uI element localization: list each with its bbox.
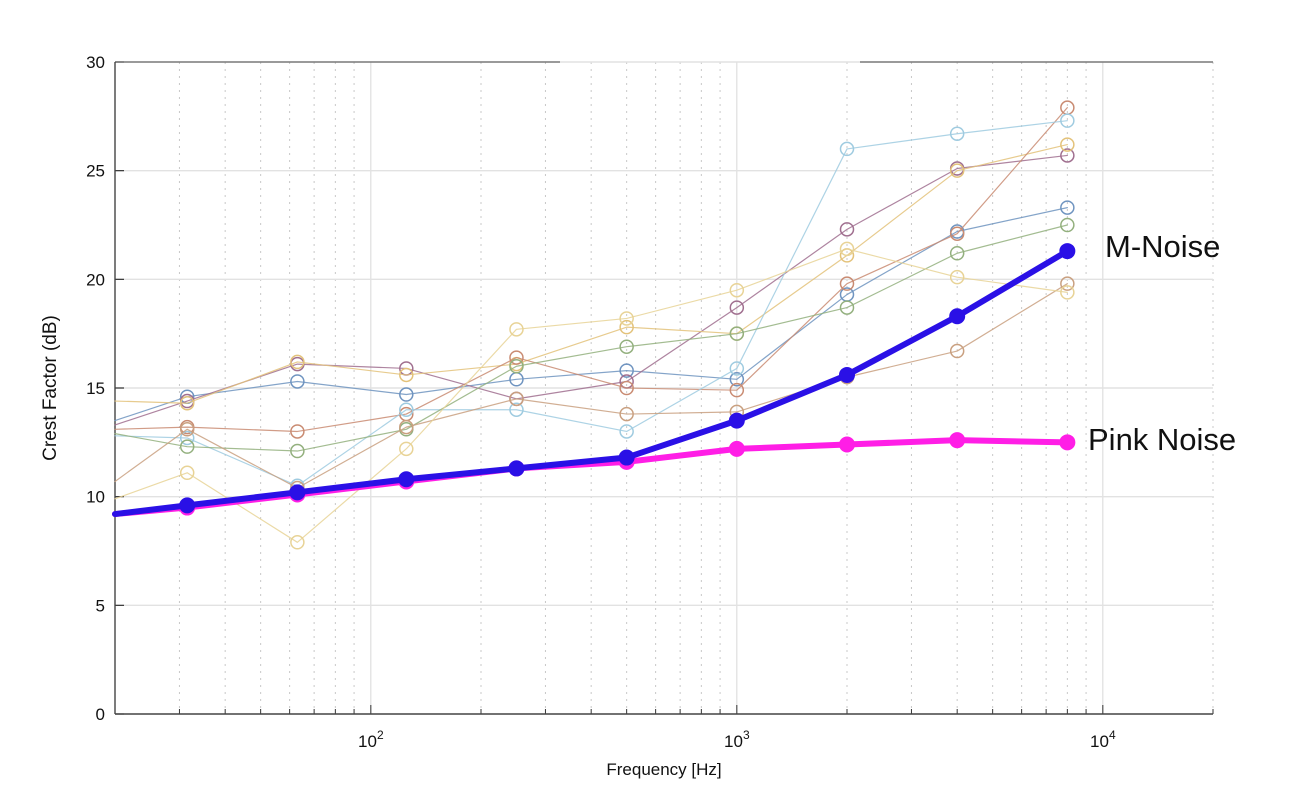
- series-layer: [112, 100, 1076, 550]
- data-point: [1060, 285, 1075, 300]
- series-program-c: [114, 137, 1075, 411]
- grid: [114, 61, 1214, 714]
- data-point: [839, 300, 855, 315]
- series-program-h: [114, 241, 1075, 550]
- data-point: [509, 402, 524, 417]
- series-line: [112, 248, 1071, 518]
- y-axis-title: Crest Factor (dB): [40, 315, 61, 461]
- data-point: [179, 422, 195, 437]
- y-tick-label: 20: [86, 270, 105, 289]
- data-point: [949, 269, 965, 285]
- data-point: [290, 443, 305, 459]
- data-point: [290, 374, 305, 389]
- data-point: [399, 419, 414, 435]
- series-pink-noise: [112, 432, 1076, 518]
- data-point: [839, 276, 855, 291]
- data-point: [509, 391, 524, 407]
- y-tick-label: 10: [86, 488, 105, 507]
- data-point: [1060, 148, 1075, 163]
- series-line: [114, 107, 1068, 433]
- series-line: [114, 120, 1068, 487]
- data-point: [839, 222, 855, 237]
- data-point: [179, 465, 195, 481]
- data-point: [949, 163, 965, 178]
- axes: 0 5 10 15 20 25 30 102 103 104: [86, 53, 1214, 751]
- data-point: [949, 126, 965, 141]
- data-point: [729, 326, 745, 341]
- series-line: [114, 248, 1068, 543]
- data-point: [619, 363, 634, 378]
- series-program-f: [114, 217, 1075, 459]
- series-line: [112, 437, 1071, 518]
- data-point: [179, 497, 196, 514]
- series-m-noise: [112, 243, 1076, 518]
- data-point: [839, 241, 855, 257]
- y-tick-label: 15: [86, 379, 105, 398]
- data-point: [398, 471, 415, 488]
- data-point: [1059, 243, 1076, 260]
- data-point: [509, 350, 524, 365]
- data-point: [949, 343, 965, 359]
- series-line: [114, 224, 1068, 452]
- data-point: [399, 402, 414, 417]
- data-point: [289, 484, 306, 501]
- data-point: [1060, 217, 1075, 233]
- data-point: [179, 395, 195, 411]
- series-line: [114, 283, 1068, 489]
- data-point: [949, 432, 966, 449]
- series-program-b: [114, 148, 1075, 426]
- data-point: [1060, 137, 1075, 152]
- x-axis-title: Frequency [Hz]: [606, 760, 721, 779]
- data-point: [729, 300, 745, 315]
- data-point: [729, 361, 745, 376]
- data-point: [619, 339, 634, 354]
- data-point: [509, 322, 524, 337]
- data-point: [619, 380, 634, 396]
- data-point: [839, 141, 855, 157]
- series-line: [114, 143, 1068, 404]
- data-point: [619, 424, 634, 439]
- x-tick-label: 103: [724, 728, 750, 751]
- data-point: [949, 226, 965, 241]
- data-point: [179, 439, 195, 454]
- data-point: [509, 359, 524, 374]
- data-point: [179, 430, 195, 446]
- series-program-e: [114, 113, 1075, 494]
- data-point: [290, 535, 305, 550]
- data-point: [839, 436, 855, 453]
- data-point: [619, 406, 634, 422]
- y-tick-label: 25: [86, 162, 105, 181]
- m-noise-label: M-Noise: [1105, 229, 1220, 264]
- labels: Crest Factor (dB) Frequency [Hz] M-Noise…: [40, 229, 1236, 779]
- data-point: [728, 440, 745, 457]
- data-point: [949, 308, 966, 325]
- data-point: [729, 282, 745, 298]
- data-point: [290, 424, 305, 439]
- data-point: [949, 246, 965, 261]
- x-tick-label: 102: [358, 728, 384, 751]
- data-point: [1060, 276, 1075, 291]
- data-point: [728, 412, 745, 429]
- y-tick-label: 0: [96, 705, 105, 724]
- data-point: [1059, 434, 1076, 451]
- data-point: [729, 372, 745, 387]
- y-tick-label: 5: [96, 596, 105, 615]
- data-point: [399, 441, 414, 457]
- data-point: [399, 367, 414, 383]
- data-point: [619, 319, 634, 335]
- data-point: [618, 449, 635, 466]
- data-point: [1060, 113, 1075, 128]
- data-point: [399, 387, 414, 402]
- data-point: [290, 354, 305, 370]
- y-tick-label: 30: [86, 53, 105, 72]
- data-point: [839, 366, 855, 383]
- pink-noise-label: Pink Noise: [1088, 422, 1236, 457]
- data-point: [619, 311, 634, 326]
- data-point: [508, 460, 525, 477]
- x-tick-label: 104: [1090, 728, 1116, 751]
- data-point: [729, 382, 745, 398]
- data-point: [1060, 200, 1075, 215]
